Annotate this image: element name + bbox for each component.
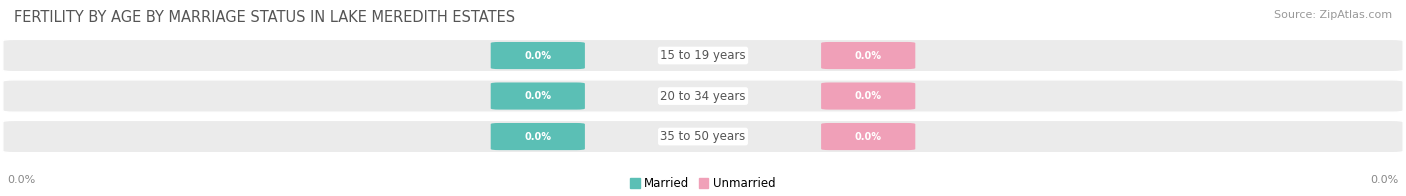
Text: 0.0%: 0.0% [855,51,882,61]
Text: 20 to 34 years: 20 to 34 years [661,90,745,103]
Legend: Married, Unmarried: Married, Unmarried [630,177,776,190]
Text: 0.0%: 0.0% [855,91,882,101]
FancyBboxPatch shape [491,42,585,69]
FancyBboxPatch shape [3,120,1403,153]
FancyBboxPatch shape [821,123,915,150]
FancyBboxPatch shape [821,42,915,69]
Text: 0.0%: 0.0% [855,132,882,142]
Text: 15 to 19 years: 15 to 19 years [661,49,745,62]
Text: 0.0%: 0.0% [7,175,35,185]
FancyBboxPatch shape [491,83,585,110]
Text: FERTILITY BY AGE BY MARRIAGE STATUS IN LAKE MEREDITH ESTATES: FERTILITY BY AGE BY MARRIAGE STATUS IN L… [14,10,515,25]
Text: Source: ZipAtlas.com: Source: ZipAtlas.com [1274,10,1392,20]
Text: 0.0%: 0.0% [524,51,551,61]
FancyBboxPatch shape [3,39,1403,72]
Text: 0.0%: 0.0% [1371,175,1399,185]
Text: 0.0%: 0.0% [524,132,551,142]
FancyBboxPatch shape [491,123,585,150]
Text: 35 to 50 years: 35 to 50 years [661,130,745,143]
FancyBboxPatch shape [821,83,915,110]
FancyBboxPatch shape [3,80,1403,112]
Text: 0.0%: 0.0% [524,91,551,101]
